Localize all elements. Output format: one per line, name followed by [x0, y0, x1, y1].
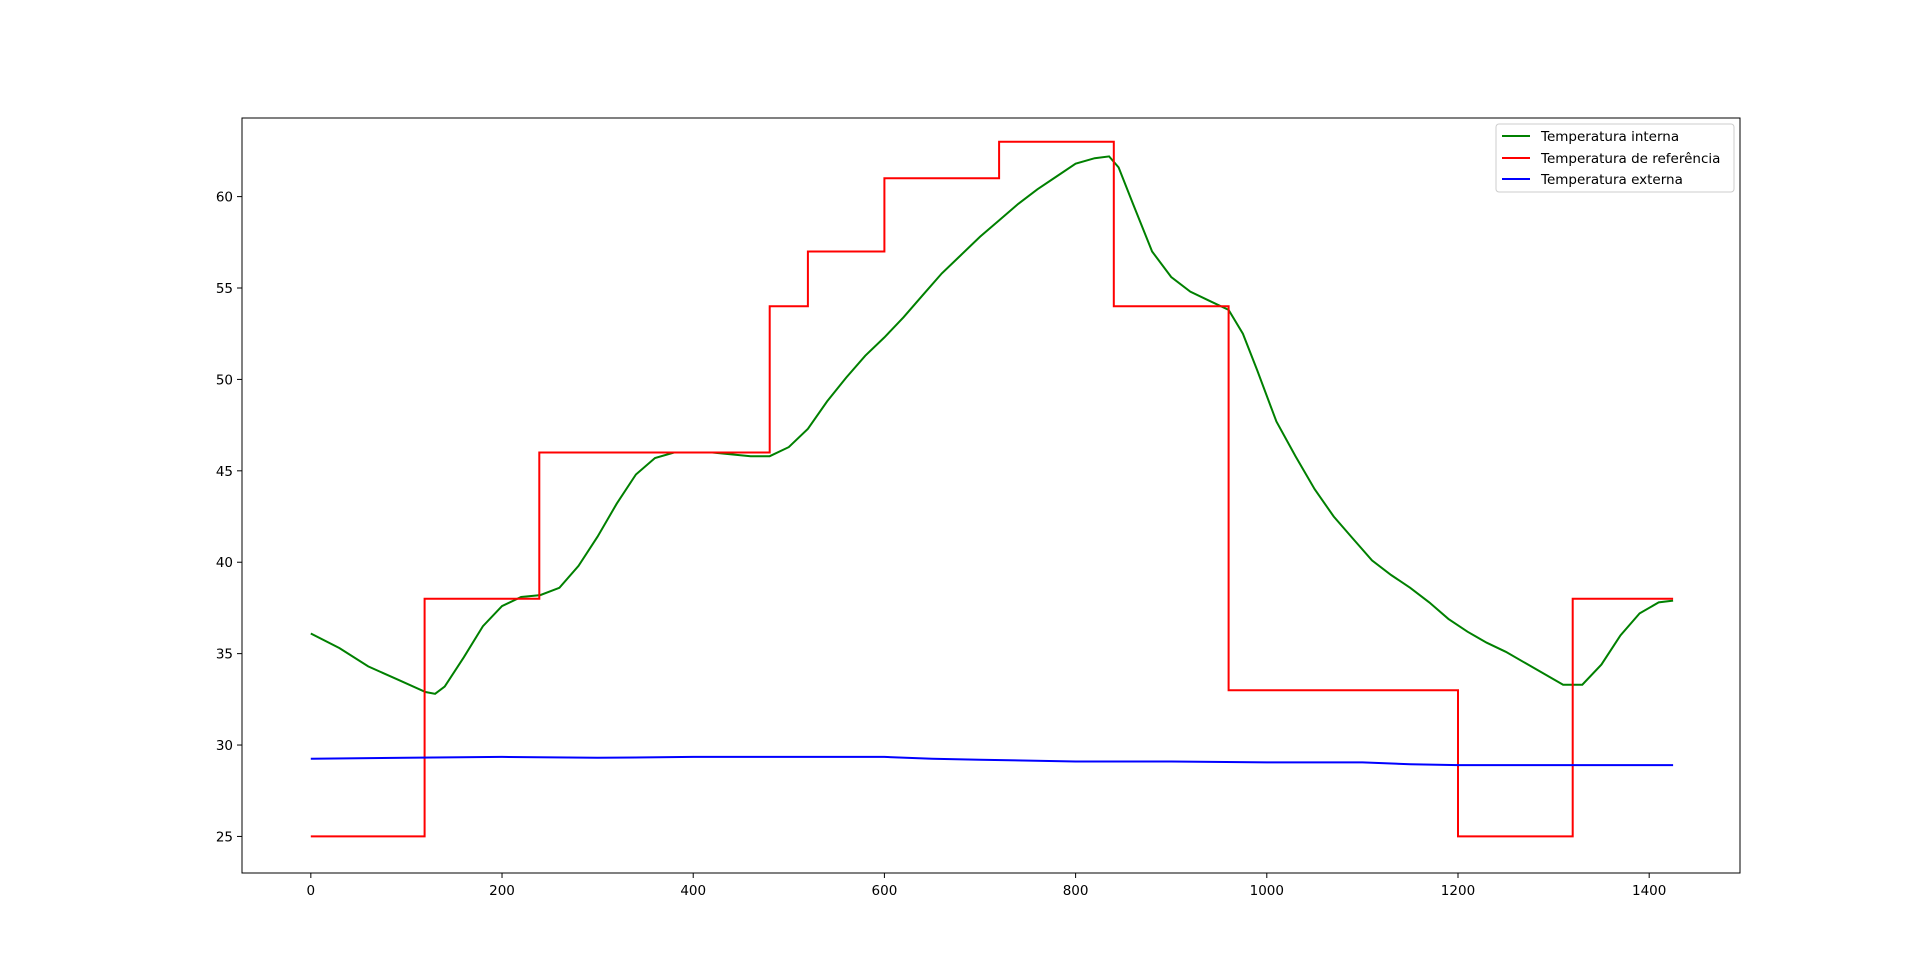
- x-tick-label: 1400: [1632, 883, 1666, 899]
- y-tick-label: 25: [216, 829, 233, 845]
- y-tick-label: 50: [216, 372, 233, 388]
- x-tick-label: 1200: [1441, 883, 1475, 899]
- x-tick-label: 1000: [1250, 883, 1284, 899]
- y-tick-label: 35: [216, 647, 233, 663]
- legend-frame: [1495, 123, 1735, 193]
- legend-label-temperatura-externa: Temperatura externa: [1540, 172, 1683, 188]
- x-tick-label: 0: [307, 883, 316, 899]
- y-axis: 25 30 35 40 45 50 55 60: [216, 190, 242, 845]
- x-axis: 0 200 400 600 800 1000 1200 1400: [307, 873, 1666, 899]
- y-tick-label: 40: [216, 555, 233, 571]
- x-tick-label: 200: [489, 883, 515, 899]
- y-tick-label: 60: [216, 190, 233, 206]
- series-layer: [310, 140, 1674, 838]
- y-tick-label: 45: [216, 464, 233, 480]
- series-line-temperatura-referencia: [310, 140, 1674, 838]
- x-tick-label: 600: [872, 883, 898, 899]
- legend: Temperatura interna Temperatura de refer…: [1495, 123, 1735, 193]
- series-line-temperatura-externa: [310, 755, 1674, 767]
- plot-frame: [241, 117, 1741, 874]
- y-tick-label: 30: [216, 738, 233, 754]
- legend-label-temperatura-referencia: Temperatura de referência: [1540, 151, 1720, 167]
- y-tick-label: 55: [216, 281, 233, 297]
- x-tick-label: 800: [1063, 883, 1089, 899]
- series-line-temperatura-interna: [310, 155, 1674, 695]
- x-tick-label: 400: [680, 883, 706, 899]
- legend-label-temperatura-interna: Temperatura interna: [1540, 129, 1679, 145]
